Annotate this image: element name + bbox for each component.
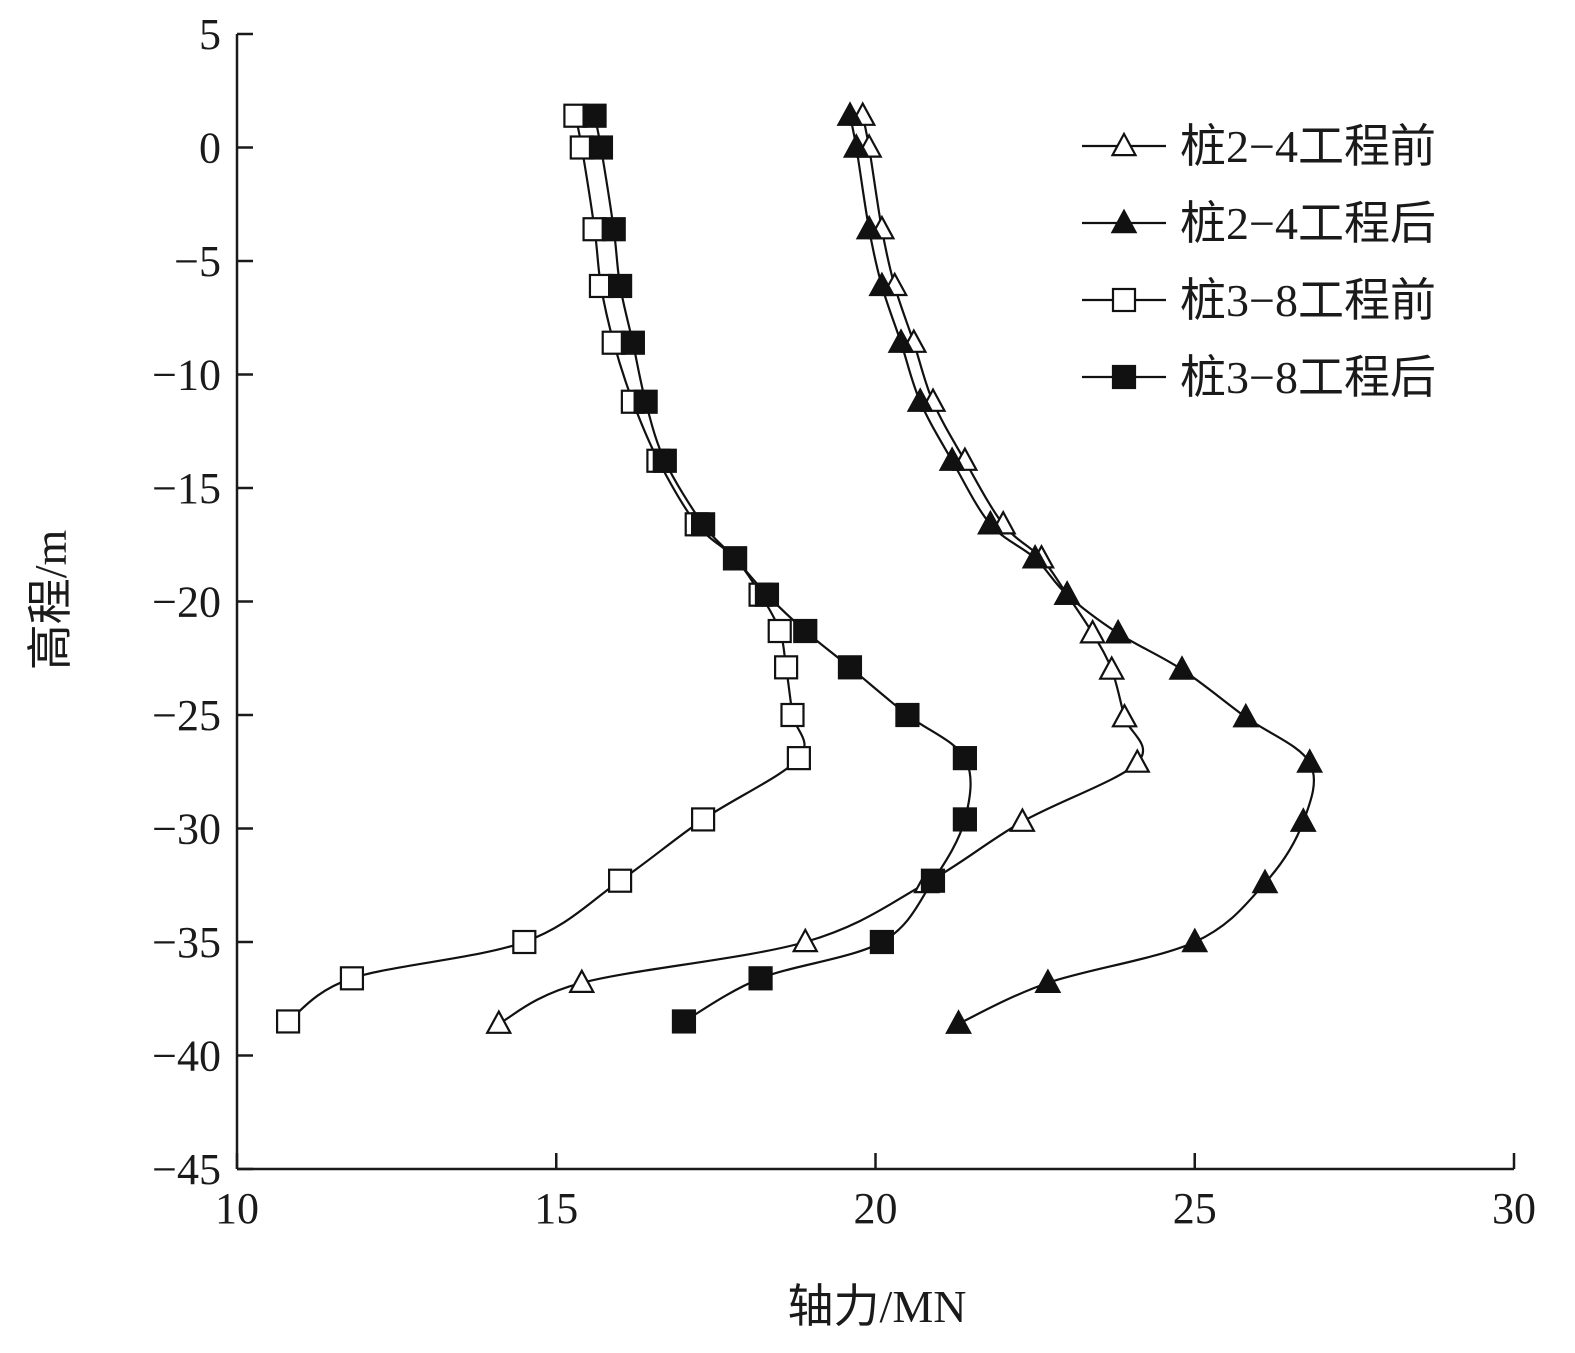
data-point — [1168, 655, 1196, 680]
data-point — [339, 966, 365, 991]
data-point — [722, 546, 748, 571]
data-point — [582, 103, 607, 128]
legend-label: 桩3−8工程前 — [1180, 275, 1436, 326]
data-point — [895, 702, 920, 728]
data-point — [1232, 702, 1260, 728]
x-tick-label: 30 — [1492, 1184, 1536, 1233]
series-2 — [836, 101, 1324, 1034]
data-point — [842, 133, 870, 158]
legend-label: 桩2−4工程前 — [1180, 121, 1436, 172]
legend-label: 桩2−4工程后 — [1180, 198, 1436, 249]
x-axis-title: 轴力/MN — [788, 1281, 967, 1332]
data-point — [1104, 618, 1132, 644]
y-tick-label: −40 — [152, 1032, 221, 1081]
y-tick-label: −5 — [174, 237, 221, 286]
data-point — [786, 746, 811, 771]
data-point — [607, 273, 633, 299]
legend-label: 桩3−8工程后 — [1180, 352, 1436, 403]
data-point — [691, 807, 716, 832]
data-point — [869, 929, 894, 955]
data-point — [767, 618, 792, 644]
data-point — [855, 214, 883, 240]
data-point — [275, 1009, 301, 1034]
data-point — [836, 101, 864, 126]
y-tick-label: −10 — [152, 351, 221, 400]
data-point — [1098, 655, 1126, 680]
series-4 — [582, 103, 977, 1034]
y-tick-label: 5 — [199, 10, 221, 59]
data-point — [887, 328, 915, 353]
series-1 — [485, 101, 1151, 1034]
y-tick-label: −35 — [152, 918, 221, 967]
data-point — [938, 446, 966, 471]
data-point — [1034, 968, 1062, 994]
data-point — [1296, 748, 1324, 773]
data-point — [791, 927, 819, 953]
data-point — [748, 966, 773, 991]
legend-item: 桩2−4工程前 — [1082, 121, 1436, 172]
data-point — [774, 655, 799, 680]
data-point — [952, 746, 977, 771]
data-point — [568, 968, 596, 994]
data-point — [793, 618, 818, 644]
data-point — [1123, 748, 1151, 773]
data-point — [691, 512, 716, 537]
legend-marker — [1111, 287, 1137, 313]
y-tick-label: −45 — [152, 1145, 221, 1194]
legend-marker — [1110, 208, 1138, 234]
legend-item: 桩3−8工程前 — [1082, 275, 1436, 326]
data-point — [512, 929, 537, 955]
data-point — [952, 807, 977, 832]
data-point — [671, 1009, 697, 1034]
data-point — [588, 135, 614, 160]
y-axis-title: 高程/m — [25, 530, 76, 671]
data-point — [1079, 618, 1106, 644]
legend-item: 桩2−4工程后 — [1082, 198, 1436, 249]
data-point — [754, 582, 780, 607]
data-point — [1111, 702, 1138, 728]
y-tick-label: −20 — [152, 578, 221, 627]
x-tick-label: 25 — [1173, 1184, 1217, 1233]
data-point — [1251, 868, 1279, 894]
data-point — [1008, 807, 1036, 832]
series-line — [593, 115, 972, 1023]
data-point — [977, 509, 1004, 535]
data-point — [485, 1009, 513, 1034]
legend-item: 桩3−8工程后 — [1082, 352, 1436, 403]
legend-marker — [1111, 364, 1137, 390]
y-tick-label: −15 — [152, 464, 221, 513]
data-point — [633, 389, 658, 414]
data-point — [1181, 927, 1209, 953]
data-point — [868, 271, 896, 297]
data-point — [945, 1009, 972, 1034]
x-tick-label: 20 — [854, 1184, 898, 1233]
x-tick-label: 10 — [215, 1184, 259, 1233]
series-layer — [275, 101, 1324, 1034]
x-tick-label: 15 — [534, 1184, 578, 1233]
data-point — [1289, 807, 1317, 832]
y-tick-label: 0 — [199, 124, 221, 173]
data-point — [652, 448, 677, 473]
data-point — [920, 868, 946, 893]
data-point — [620, 330, 645, 355]
data-point — [1053, 580, 1081, 605]
data-point — [1021, 544, 1049, 569]
data-point — [780, 702, 805, 728]
y-tick-label: −30 — [152, 805, 221, 854]
data-point — [906, 387, 934, 412]
legend-marker — [1110, 131, 1138, 157]
data-point — [607, 868, 633, 893]
data-point — [601, 217, 626, 242]
y-tick-label: −25 — [152, 691, 221, 740]
data-point — [837, 655, 863, 680]
